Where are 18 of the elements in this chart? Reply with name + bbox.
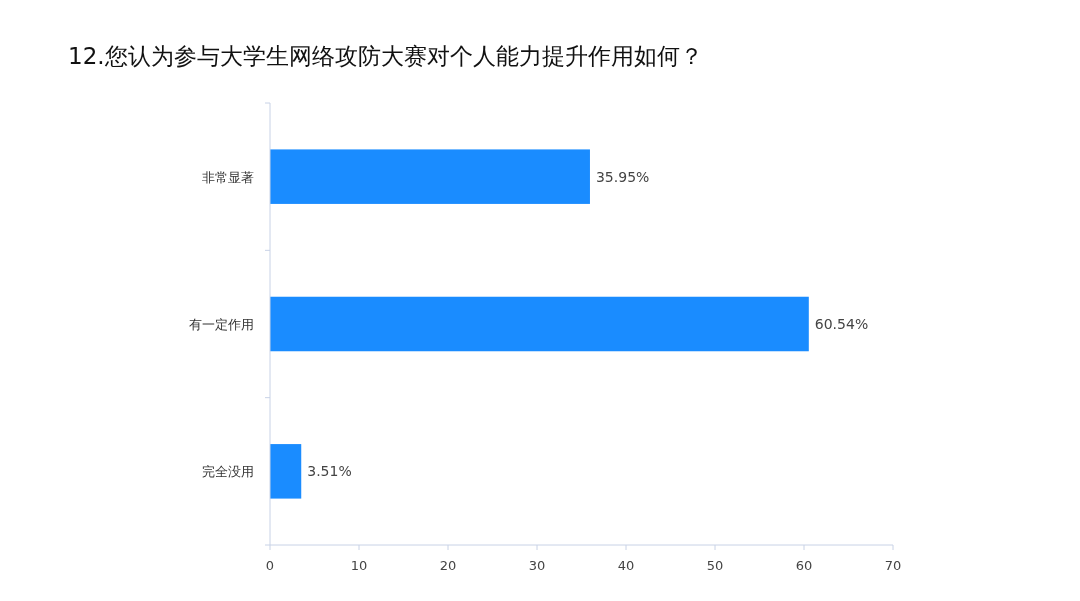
data-label: 60.54% — [814, 316, 869, 332]
x-tick-label: 50 — [706, 558, 724, 573]
x-tick-label: 40 — [617, 558, 635, 573]
x-tick-label: 10 — [350, 558, 368, 573]
data-label: 35.95% — [595, 168, 650, 185]
x-tick-label: 0 — [265, 558, 275, 573]
x-tick-label: 70 — [884, 558, 902, 573]
x-tick-label: 60 — [795, 558, 813, 573]
chart-title: 12.您认为参与大学生网络攻防大赛对个人能力提升作用如何？ — [68, 43, 703, 69]
bar — [270, 296, 809, 352]
y-tick-label: 完全没用 — [202, 464, 254, 480]
x-tick-label: 20 — [439, 558, 457, 573]
data-label: 3.51% — [307, 463, 352, 480]
y-tick-label: 有一定作用 — [189, 317, 254, 332]
y-tick-label: 非常显著 — [202, 169, 254, 185]
bar — [270, 149, 590, 204]
bar — [270, 444, 302, 499]
x-tick-label: 30 — [528, 558, 546, 573]
